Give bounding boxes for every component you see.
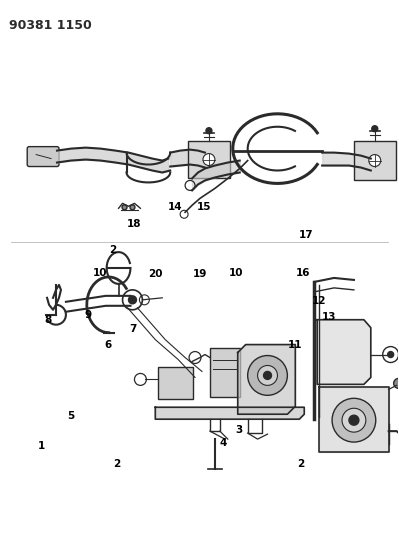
Text: 90381 1150: 90381 1150 bbox=[9, 19, 92, 33]
Circle shape bbox=[258, 366, 277, 385]
Circle shape bbox=[342, 408, 366, 432]
Text: 9: 9 bbox=[85, 310, 92, 320]
Text: 13: 13 bbox=[322, 312, 337, 322]
Text: 2: 2 bbox=[113, 459, 120, 469]
Text: 10: 10 bbox=[229, 268, 243, 278]
Text: 10: 10 bbox=[93, 268, 107, 278]
Circle shape bbox=[122, 205, 127, 210]
Text: 2: 2 bbox=[109, 245, 117, 255]
Text: 11: 11 bbox=[287, 340, 302, 350]
Text: 19: 19 bbox=[193, 270, 207, 279]
Circle shape bbox=[203, 154, 215, 166]
Circle shape bbox=[372, 126, 378, 132]
Text: 4: 4 bbox=[219, 438, 227, 448]
Circle shape bbox=[388, 352, 394, 358]
Text: 16: 16 bbox=[296, 268, 310, 278]
FancyBboxPatch shape bbox=[188, 141, 230, 179]
Polygon shape bbox=[319, 387, 389, 452]
Circle shape bbox=[130, 205, 135, 210]
Circle shape bbox=[248, 356, 287, 395]
Circle shape bbox=[369, 155, 381, 166]
Text: 20: 20 bbox=[148, 270, 162, 279]
Text: 15: 15 bbox=[197, 202, 211, 212]
Circle shape bbox=[206, 128, 212, 134]
Circle shape bbox=[128, 296, 136, 304]
Text: 12: 12 bbox=[312, 296, 326, 306]
Text: 8: 8 bbox=[45, 314, 52, 325]
Polygon shape bbox=[238, 345, 295, 414]
Circle shape bbox=[332, 398, 376, 442]
Text: 14: 14 bbox=[168, 202, 182, 212]
Text: 6: 6 bbox=[104, 340, 111, 350]
FancyBboxPatch shape bbox=[158, 367, 193, 399]
Text: 17: 17 bbox=[298, 230, 313, 240]
Text: 18: 18 bbox=[127, 219, 141, 229]
FancyBboxPatch shape bbox=[354, 141, 396, 181]
Polygon shape bbox=[155, 407, 304, 419]
FancyBboxPatch shape bbox=[27, 147, 59, 166]
Text: 2: 2 bbox=[297, 459, 304, 469]
Circle shape bbox=[349, 415, 359, 425]
Circle shape bbox=[394, 378, 399, 389]
Text: 3: 3 bbox=[235, 425, 243, 435]
Text: 7: 7 bbox=[129, 324, 136, 334]
Polygon shape bbox=[317, 320, 371, 384]
Circle shape bbox=[264, 372, 271, 379]
Text: 5: 5 bbox=[67, 411, 74, 421]
Text: 1: 1 bbox=[38, 441, 45, 451]
FancyBboxPatch shape bbox=[210, 348, 240, 397]
